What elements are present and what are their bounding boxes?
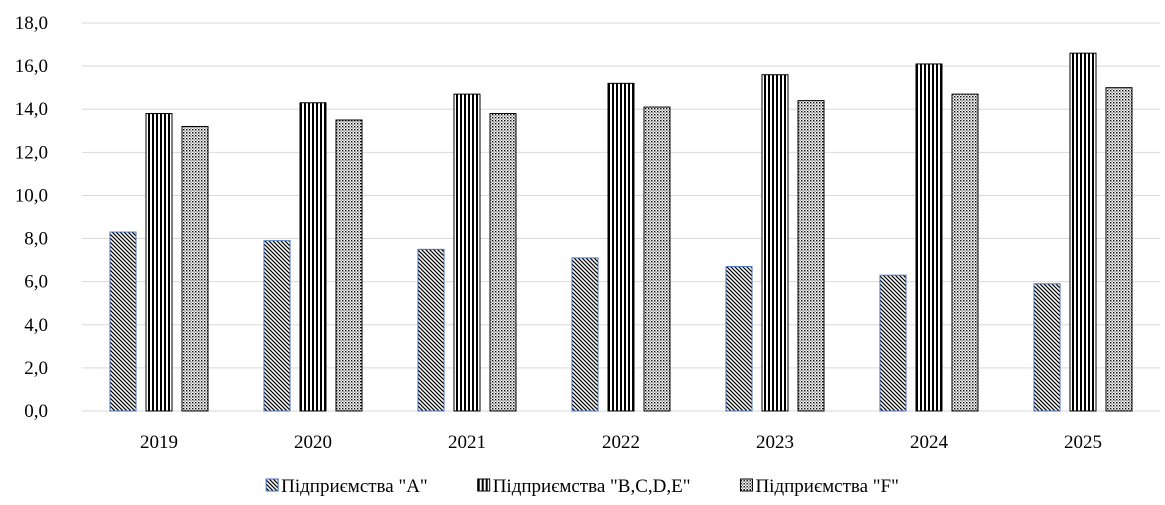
bar-2025-series-1 (1033, 283, 1061, 412)
legend-item-2: Підприємства "B,C,D,E" (477, 476, 691, 497)
x-axis-ticks: 2019 2020 2021 2022 2023 2024 2025 (140, 432, 1102, 453)
legend-item-1: Підприємства "A" (265, 476, 428, 497)
x-tick-label: 2021 (448, 432, 486, 453)
legend-swatch (265, 478, 279, 492)
bars (109, 52, 1133, 412)
legend-label: Підприємства "F" (755, 476, 898, 497)
legend-item-3: Підприємства "F" (739, 476, 899, 497)
bar-2022-series-3 (643, 106, 671, 412)
bar-2024-series-3 (951, 93, 979, 412)
y-tick-label: 4,0 (24, 315, 48, 336)
legend-swatch (739, 478, 753, 492)
y-tick-label: 6,0 (24, 272, 48, 293)
legend: Підприємства "A" Підприємства "B,C,D,E" Пі… (265, 476, 899, 497)
bar-2019-series-2 (145, 113, 173, 412)
bar-2023-series-3 (797, 100, 825, 412)
bar-2022-series-1 (571, 257, 599, 412)
y-tick-label: 8,0 (24, 229, 48, 250)
x-tick-label: 2022 (602, 432, 640, 453)
x-tick-label: 2020 (294, 432, 332, 453)
legend-label: Підприємства "A" (281, 476, 428, 497)
bar-2020-series-3 (335, 119, 363, 412)
y-tick-label: 0,0 (24, 401, 48, 422)
y-tick-label: 16,0 (15, 56, 48, 77)
y-tick-label: 12,0 (15, 142, 48, 163)
y-tick-label: 18,0 (15, 13, 48, 34)
bar-2025-series-2 (1069, 52, 1097, 412)
bar-2021-series-1 (417, 248, 445, 412)
y-tick-label: 14,0 (15, 99, 48, 120)
x-tick-label: 2019 (140, 432, 178, 453)
y-tick-label: 10,0 (15, 185, 48, 206)
legend-swatch (477, 478, 491, 492)
bar-2021-series-3 (489, 113, 517, 412)
bar-2024-series-1 (879, 274, 907, 412)
bar-2025-series-3 (1105, 87, 1133, 412)
bar-2019-series-1 (109, 231, 137, 412)
x-tick-label: 2024 (910, 432, 949, 453)
x-tick-label: 2023 (756, 432, 794, 453)
y-axis-ticks: 0,0 2,0 4,0 6,0 8,0 10,0 12,0 14,0 16,0 18,0 (15, 13, 48, 422)
bar-2021-series-2 (453, 93, 481, 412)
bar-2022-series-2 (607, 82, 635, 412)
bar-2023-series-1 (725, 266, 753, 412)
bar-2019-series-3 (181, 125, 209, 412)
bar-2020-series-2 (299, 102, 327, 412)
bar-2020-series-1 (263, 240, 291, 412)
bar-2024-series-2 (915, 63, 943, 412)
y-tick-label: 2,0 (24, 358, 48, 379)
legend-label: Підприємства "B,C,D,E" (493, 476, 691, 497)
x-tick-label: 2025 (1064, 432, 1102, 453)
bar-2023-series-2 (761, 74, 789, 412)
